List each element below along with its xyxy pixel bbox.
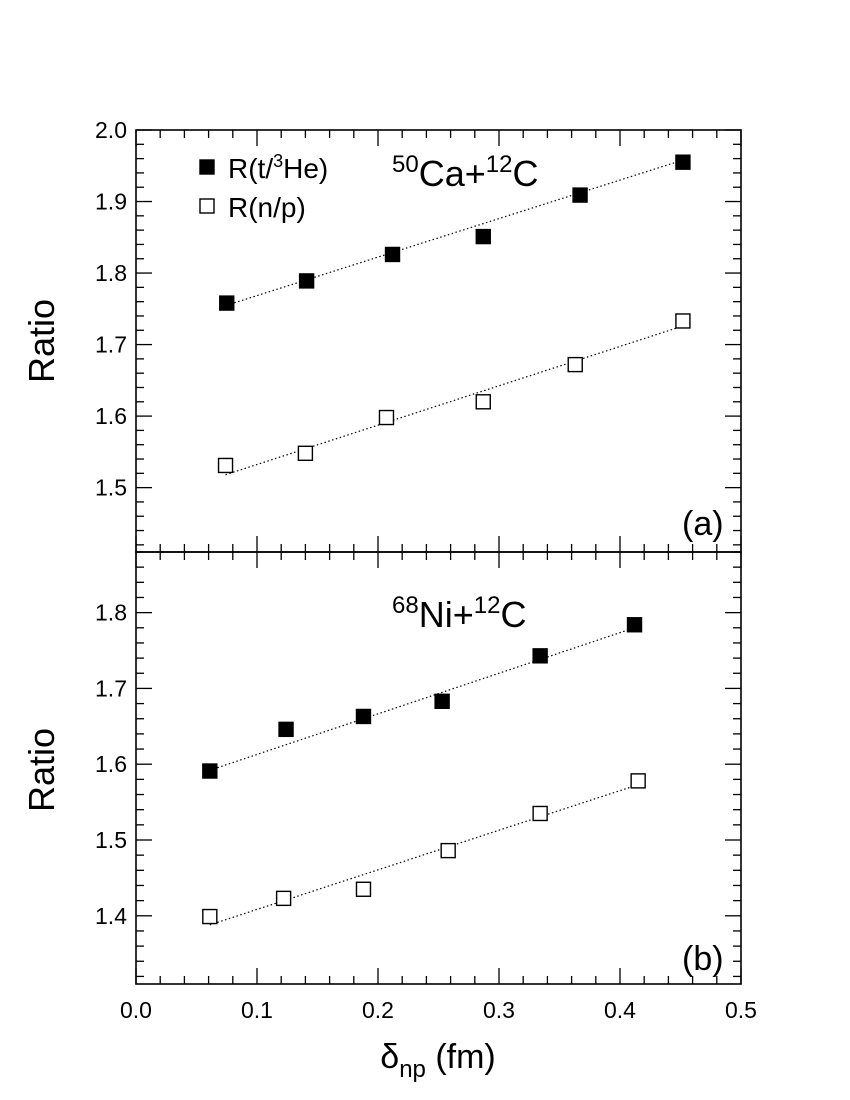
data-point-open xyxy=(202,908,218,925)
panel-a: 1.5 1.6 1.7 1.8 1.9 2.0 xyxy=(95,117,742,553)
legend-entry-open: R(n/p) xyxy=(228,192,306,223)
x-tick-label: 0.5 xyxy=(725,997,757,1023)
x-tick-label: 0.4 xyxy=(604,997,636,1023)
y-tick-label: 1.9 xyxy=(95,189,127,215)
reaction-label-a: 50Ca+12C xyxy=(392,151,538,194)
data-point-filled xyxy=(626,617,643,633)
data-point-filled xyxy=(475,228,491,245)
data-point-filled xyxy=(434,693,450,710)
data-point-open xyxy=(217,457,234,474)
x-tick-label: 0.0 xyxy=(120,997,152,1023)
plot-frame-b xyxy=(135,551,742,985)
reaction-label-b: 68Ni+12C xyxy=(392,592,526,635)
x-tick-label: 0.2 xyxy=(362,997,394,1023)
y-axis-title-a: Ratio xyxy=(21,299,62,383)
legend-open-square-icon xyxy=(199,198,215,214)
y-axis-title-b: Ratio xyxy=(21,728,62,812)
y-tick-label: 1.4 xyxy=(95,903,127,929)
legend-entry-filled: R(t/3He) xyxy=(228,151,328,184)
data-point-filled xyxy=(572,187,588,203)
data-point-open xyxy=(275,890,292,907)
legend: R(t/3He) R(n/p) xyxy=(199,151,328,223)
data-point-filled xyxy=(675,154,691,170)
y-tick-label: 1.7 xyxy=(95,332,127,358)
data-point-open xyxy=(567,356,583,373)
data-point-filled xyxy=(532,648,548,664)
fit-line-open xyxy=(225,325,684,476)
x-tick-label: 0.3 xyxy=(483,997,515,1023)
data-point-open xyxy=(532,805,548,822)
y-tick-label: 1.7 xyxy=(95,675,127,701)
x-axis-title: δnp (fm) xyxy=(380,1038,496,1083)
y-tick-label: 1.8 xyxy=(95,600,127,626)
data-point-open xyxy=(297,445,314,461)
data-point-filled xyxy=(384,246,401,263)
data-point-filled xyxy=(219,295,235,311)
data-point-filled xyxy=(298,273,315,289)
y-tick-label: 1.6 xyxy=(95,751,127,777)
data-point-filled xyxy=(355,708,372,725)
y-tick-label: 1.6 xyxy=(95,403,127,429)
fit-line-filled xyxy=(209,627,635,771)
data-point-open xyxy=(630,773,646,789)
x-tick-label: 0.1 xyxy=(241,997,273,1023)
y-tick-label: 1.8 xyxy=(95,260,127,286)
legend-filled-square-icon xyxy=(199,159,215,175)
data-point-filled xyxy=(278,721,294,738)
data-point-open xyxy=(440,842,456,859)
data-point-open xyxy=(378,409,395,426)
panel-b: 0.0 0.1 0.2 0.3 0.4 0.5 1.4 1.5 1.6 1.7 1.8 xyxy=(95,551,757,1023)
panel-label-b: (b) xyxy=(682,940,724,978)
y-tick-label: 1.5 xyxy=(95,827,127,853)
data-point-open xyxy=(475,394,491,410)
data-point-open xyxy=(675,313,691,329)
data-point-filled xyxy=(202,763,218,779)
fit-line-open xyxy=(209,784,639,926)
y-tick-label: 2.0 xyxy=(95,117,127,143)
panel-label-a: (a) xyxy=(682,505,724,543)
data-point-open xyxy=(355,881,372,897)
y-tick-label: 1.5 xyxy=(95,475,127,501)
